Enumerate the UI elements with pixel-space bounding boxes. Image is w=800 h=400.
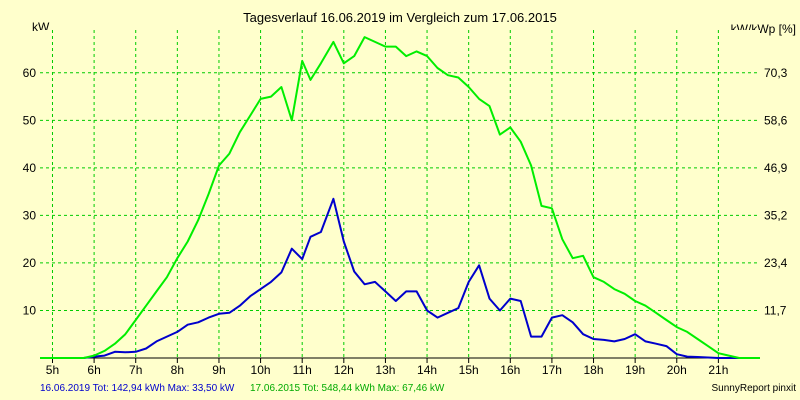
x-tick-label: 15h [459,363,479,377]
y-right-tick-label: 70,3 [764,66,788,80]
y-left-tick-label: 60 [23,66,37,80]
x-tick-label: 21h [708,363,728,377]
series-line-1 [40,197,760,359]
x-tick-label: 10h [251,363,271,377]
y-right-tick-label: 23,4 [764,256,788,270]
y-right-tick-label: 46,9 [764,161,788,175]
x-tick-label: 6h [87,363,100,377]
y-right-tick-label: 35,2 [764,208,788,222]
x-tick-label: 19h [625,363,645,377]
x-tick-label: 16h [500,363,520,377]
footer-source: SunnyReport pinxit [711,383,797,394]
y-left-tick-label: 40 [23,161,37,175]
y-left-tick-label: 30 [23,208,37,222]
x-tick-label: 18h [584,363,604,377]
y-right-tick-label: 58,6 [764,113,788,127]
x-tick-label: 14h [417,363,437,377]
y-left-tick-label: 50 [23,113,37,127]
x-tick-label: 5h [46,363,59,377]
series-line-2 [40,36,760,359]
x-tick-label: 7h [129,363,142,377]
x-tick-label: 11h [293,363,312,377]
y-left-tick-label: 10 [23,303,37,317]
plot-area [40,30,760,358]
x-tick-label: 9h [212,363,225,377]
x-tick-label: 12h [334,363,354,377]
y-right-tick-label: 11,7 [764,303,787,317]
y-left-tick-label: 20 [23,256,37,270]
footer-series2-summary: 17.06.2015 Tot: 548,44 kWh Max: 67,46 kW [250,383,445,394]
x-tick-label: 20h [667,363,687,377]
x-tick-label: 8h [171,363,184,377]
chart-title: Tagesverlauf 16.06.2019 im Vergleich zum… [243,10,557,25]
footer-series1-summary: 16.06.2019 Tot: 142,94 kWh Max: 33,50 kW [40,383,235,394]
x-tick-label: 17h [542,363,562,377]
x-tick-label: 13h [375,363,395,377]
